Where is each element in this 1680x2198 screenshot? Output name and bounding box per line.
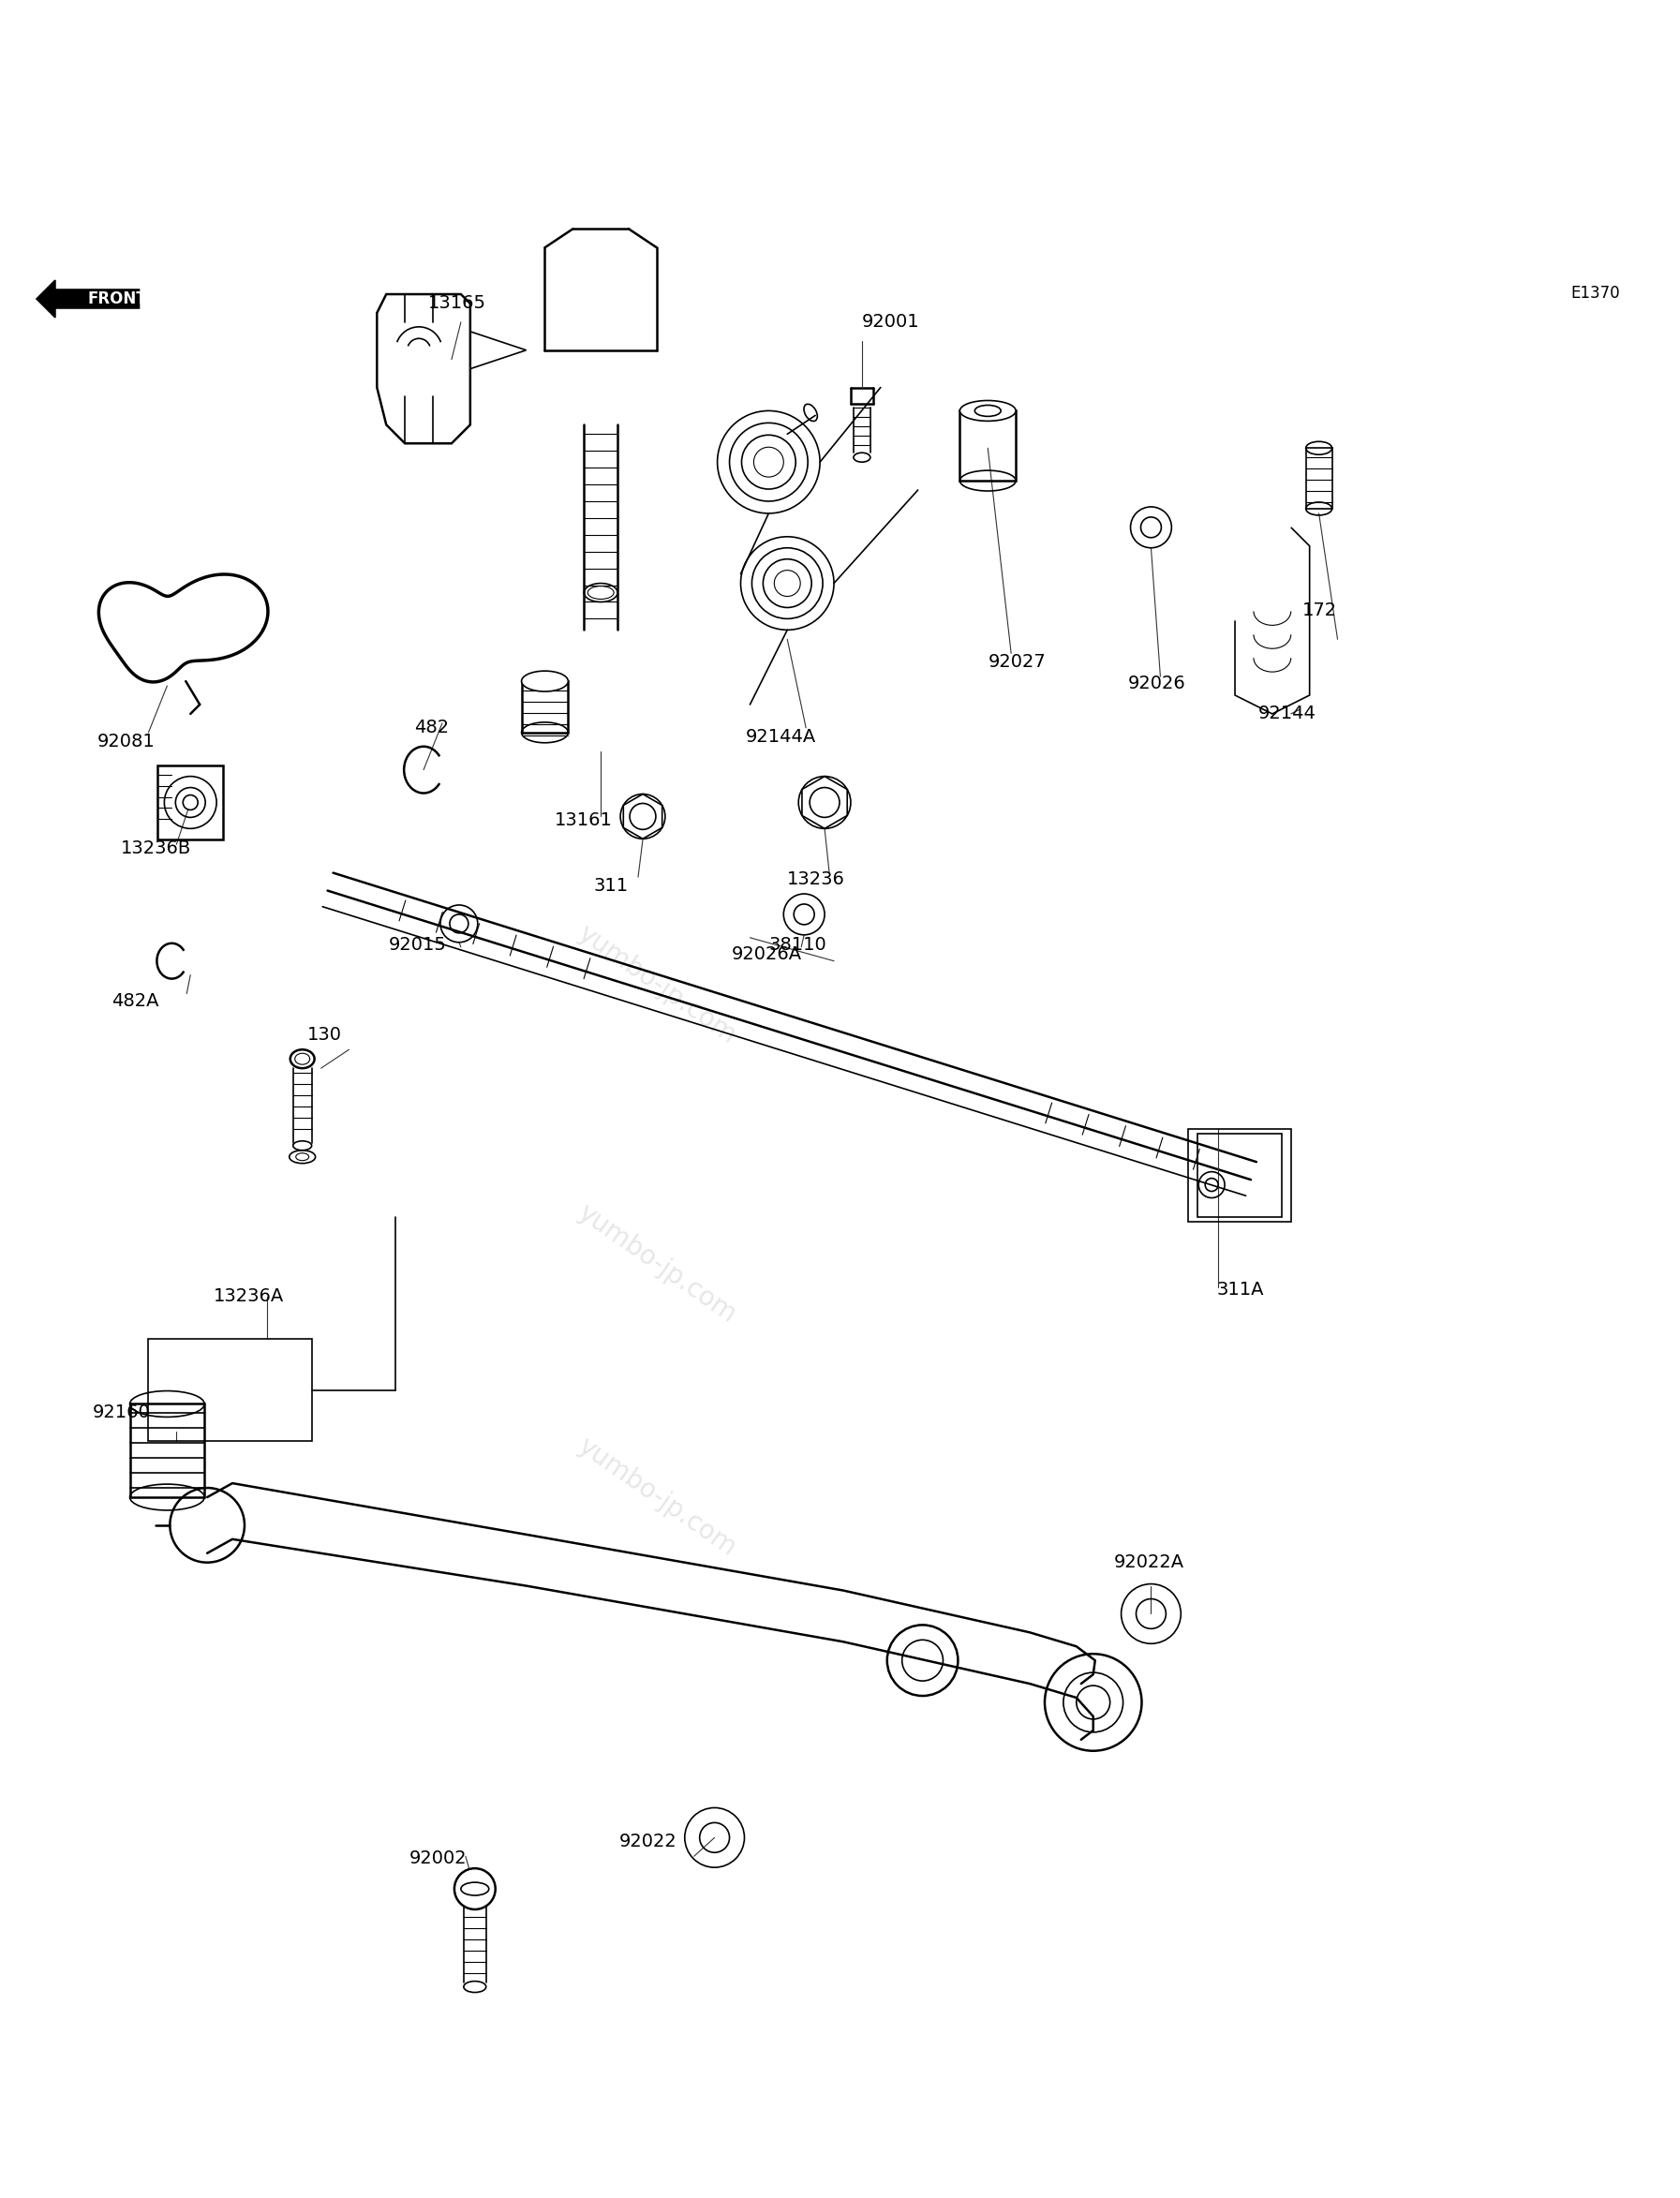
Text: 311: 311: [593, 877, 628, 895]
Text: 92027: 92027: [988, 653, 1045, 670]
Ellipse shape: [959, 400, 1016, 422]
Ellipse shape: [521, 670, 568, 692]
Text: 92160: 92160: [92, 1405, 151, 1422]
Text: 92144A: 92144A: [746, 728, 816, 745]
Text: 92015: 92015: [388, 936, 447, 954]
Text: 38110: 38110: [769, 936, 827, 954]
Bar: [959, 411, 1016, 481]
Text: 92002: 92002: [410, 1851, 467, 1868]
Text: 482: 482: [415, 719, 449, 736]
Bar: [1188, 1130, 1290, 1222]
Text: 92022: 92022: [620, 1833, 677, 1851]
Bar: [158, 765, 223, 840]
Text: 13236: 13236: [788, 870, 845, 888]
Text: 482A: 482A: [111, 991, 158, 1009]
Text: 311A: 311A: [1216, 1281, 1263, 1299]
Bar: [148, 1339, 312, 1442]
Text: 13236B: 13236B: [121, 840, 192, 857]
Text: 92081: 92081: [97, 732, 155, 750]
Text: 92001: 92001: [862, 312, 919, 330]
Bar: [1198, 1134, 1282, 1218]
Text: E1370: E1370: [1571, 286, 1620, 301]
Text: 92026A: 92026A: [731, 945, 801, 963]
Bar: [1305, 448, 1332, 508]
Circle shape: [183, 796, 198, 809]
Text: 13161: 13161: [554, 811, 612, 829]
Text: 172: 172: [1302, 602, 1337, 620]
Text: yumbo-jp.com: yumbo-jp.com: [573, 1200, 741, 1328]
Text: yumbo-jp.com: yumbo-jp.com: [573, 1433, 741, 1561]
Polygon shape: [37, 279, 139, 317]
Text: yumbo-jp.com: yumbo-jp.com: [573, 921, 741, 1048]
Text: 13165: 13165: [428, 295, 486, 312]
Bar: [129, 1405, 205, 1497]
Text: 13236A: 13236A: [213, 1288, 284, 1306]
Text: 92022A: 92022A: [1114, 1554, 1184, 1572]
Text: 92026: 92026: [1127, 675, 1186, 692]
Text: 130: 130: [307, 1026, 341, 1044]
Circle shape: [454, 1868, 496, 1910]
Text: FRONT: FRONT: [87, 290, 148, 308]
Bar: [521, 681, 568, 732]
Text: 92144: 92144: [1258, 706, 1315, 723]
